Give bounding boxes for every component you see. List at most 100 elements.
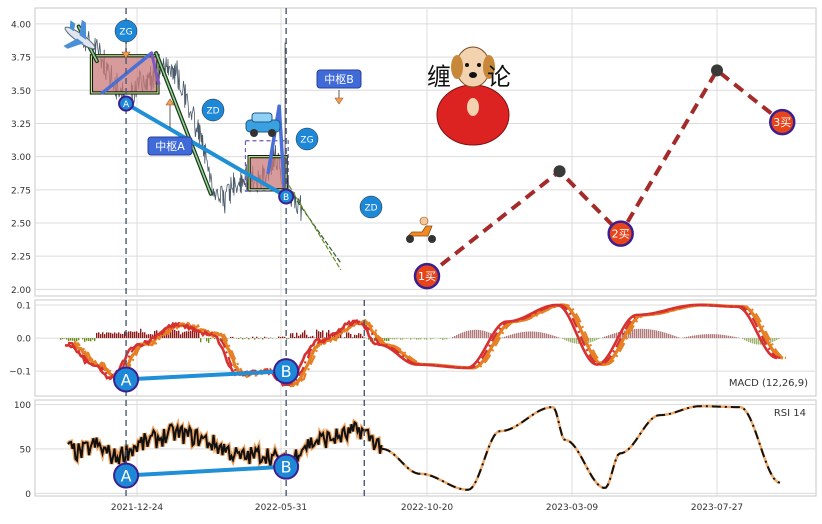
macd-histogram-bar — [210, 338, 211, 339]
macd-histogram-bar — [180, 334, 181, 338]
macd-histogram-bar — [508, 335, 509, 338]
macd-histogram-bar — [612, 334, 613, 338]
macd-histogram-bar — [348, 332, 349, 338]
macd-histogram-bar — [104, 334, 105, 338]
macd-histogram-bar — [474, 330, 475, 338]
macd-histogram-bar — [360, 334, 361, 338]
x-tick-label: 2023-03-09 — [546, 503, 599, 513]
macd-histogram-bar — [130, 331, 131, 338]
macd-histogram-bar — [662, 332, 663, 338]
macd-histogram-bar — [406, 338, 407, 339]
macd-histogram-bar — [426, 338, 427, 340]
watermark-char-2: 论 — [487, 63, 511, 91]
macd-histogram-bar — [242, 338, 243, 339]
macd-histogram-bar — [536, 332, 537, 338]
macd-histogram-bar — [698, 335, 699, 338]
macd-histogram-bar — [752, 338, 753, 343]
macd-histogram-bar — [86, 338, 87, 341]
macd-histogram-bar — [296, 333, 297, 338]
monk-eye-right — [477, 63, 481, 67]
macd-histogram-bar — [556, 337, 557, 338]
macd-histogram-bar — [88, 338, 89, 341]
macd-histogram-bar — [668, 334, 669, 338]
macd-histogram-bar — [602, 337, 603, 338]
macd-histogram-bar — [694, 335, 695, 338]
macd-histogram-bar — [726, 335, 727, 338]
macd-histogram-bar — [650, 330, 651, 339]
macd-histogram-bar — [138, 333, 139, 338]
macd-histogram-bar — [514, 334, 515, 338]
macd-histogram-bar — [550, 335, 551, 338]
macd-histogram-bar — [654, 330, 655, 338]
macd-histogram-bar — [526, 332, 527, 338]
macd-histogram-bar — [734, 337, 735, 338]
macd-histogram-bar — [592, 338, 593, 342]
macd-histogram-bar — [288, 338, 289, 339]
macd-histogram-bar — [706, 334, 707, 338]
macd-histogram-bar — [248, 338, 249, 339]
y-tick-price: 3.50 — [11, 87, 31, 97]
macd-histogram-bar — [292, 333, 293, 338]
macd-histogram-bar — [310, 336, 311, 338]
buy-point-label: 1买 — [418, 270, 436, 283]
macd-histogram-bar — [658, 331, 659, 338]
macd-histogram-bar — [594, 338, 595, 341]
macd-histogram-bar — [108, 332, 109, 338]
macd-histogram-bar — [632, 329, 633, 338]
macd-histogram-bar — [326, 332, 327, 338]
macd-histogram-bar — [744, 338, 745, 340]
macd-histogram-bar — [112, 334, 113, 338]
zg-a-label: ZG — [119, 28, 132, 38]
macd-histogram-bar — [634, 329, 635, 338]
macd-histogram-bar — [246, 338, 247, 339]
macd-histogram-bar — [184, 332, 185, 338]
macd-histogram-bar — [690, 336, 691, 338]
macd-histogram-bar — [544, 333, 545, 338]
watermark-char-1: 缠 — [427, 63, 451, 91]
macd-divergence-label: B — [281, 362, 292, 381]
macd-histogram-bar — [298, 336, 299, 338]
macd-histogram-bar — [416, 338, 417, 340]
macd-histogram-bar — [304, 330, 305, 338]
macd-histogram-bar — [730, 336, 731, 338]
zd-b-label: ZD — [364, 204, 377, 214]
macd-histogram-bar — [542, 333, 543, 338]
car-window — [252, 113, 272, 122]
y-tick-labels: 2.002.252.502.753.003.253.503.754.000.10… — [9, 20, 31, 499]
macd-histogram-bar — [520, 332, 521, 338]
macd-histogram-bar — [268, 338, 269, 339]
macd-histogram-bar — [142, 332, 143, 338]
macd-histogram-bar — [444, 338, 445, 339]
macd-histogram-bar — [120, 334, 121, 338]
scooter-rider-head — [420, 217, 428, 225]
macd-histogram-bar — [468, 331, 469, 338]
car-wheel-back — [268, 129, 276, 137]
macd-histogram-bar — [636, 329, 637, 338]
macd-histogram-bar — [284, 337, 285, 338]
macd-histogram-bar — [208, 338, 209, 343]
macd-histogram-bar — [458, 334, 459, 338]
macd-histogram-bar — [678, 337, 679, 338]
macd-histogram-bar — [564, 338, 565, 340]
macd-histogram-bar — [230, 337, 231, 338]
x-tick-label: 2021-12-24 — [111, 503, 164, 513]
macd-histogram-bar — [472, 330, 473, 338]
scooter-wheel-front — [406, 235, 414, 243]
macd-histogram-bar — [570, 338, 571, 342]
macd-histogram-bar — [462, 332, 463, 338]
y-tick-rsi: 50 — [20, 445, 32, 455]
zg-b-label: ZG — [300, 136, 313, 146]
macd-histogram-bar — [386, 338, 387, 341]
macd-histogram-bar — [420, 338, 421, 339]
macd-histogram-bar — [300, 334, 301, 338]
macd-histogram-bar — [720, 335, 721, 338]
macd-histogram-bar — [424, 338, 425, 339]
macd-histogram-bar — [478, 330, 479, 338]
macd-histogram-bar — [322, 330, 323, 338]
macd-histogram-bar — [648, 329, 649, 338]
macd-histogram-bar — [466, 331, 467, 338]
macd-histogram-bar — [446, 338, 447, 339]
macd-histogram-bar — [702, 334, 703, 338]
macd-histogram-bar — [402, 338, 403, 339]
macd-histogram-bar — [82, 338, 83, 339]
